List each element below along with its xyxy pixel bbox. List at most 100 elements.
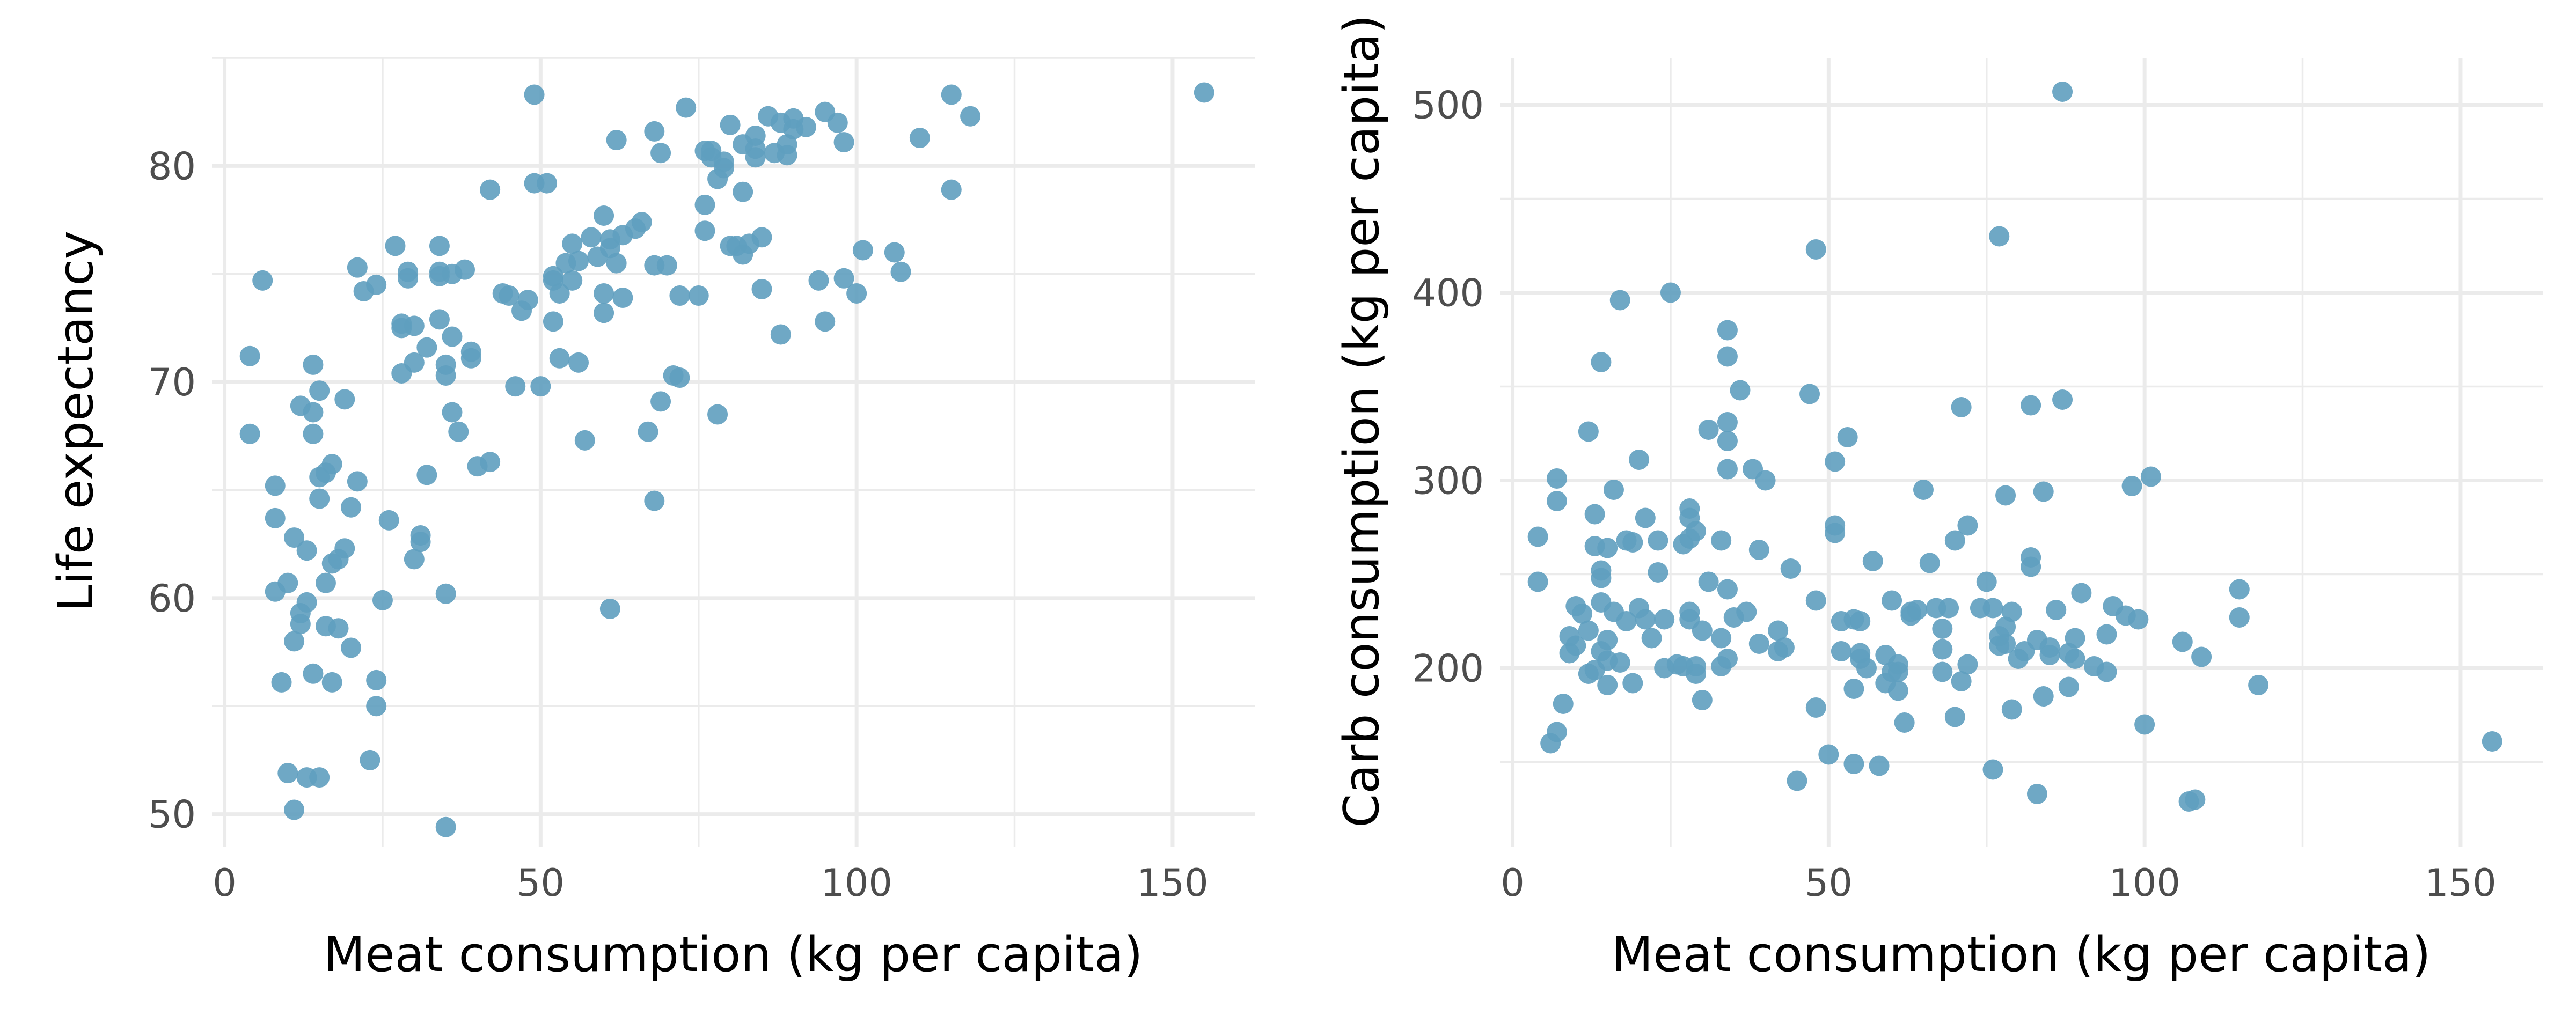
left-scatter-point [347,471,368,492]
left-scatter-panel: 0 50 100 150 50 60 70 80 Meat consumption (kg p… [48,57,1255,983]
left-scatter-point [303,663,324,684]
right-scatter-point [1736,601,1757,622]
right-scatter-point [1578,421,1599,442]
left-scatter-point [568,352,589,373]
right-scatter-point [2065,628,2085,649]
left-scatter-point [808,270,829,291]
left-x-axis-title: Meat consumption (kg per capita) [324,926,1143,983]
right-scatter-point [1629,450,1650,470]
left-scatter-point [644,490,665,511]
right-scatter-point [1591,352,1612,372]
right-points [1527,82,2502,812]
right-y-tick-label: 400 [1412,271,1484,315]
right-scatter-point [2248,675,2269,695]
left-scatter-point [265,475,286,496]
right-scatter-point [1887,654,1908,675]
left-scatter-point [694,194,715,215]
right-scatter-point [1635,609,1656,630]
right-scatter-point [1565,635,1586,656]
left-scatter-point [745,147,766,168]
left-scatter-point [239,345,260,366]
right-scatter-point [1856,658,1877,679]
right-scatter-point [1679,601,1700,622]
left-scatter-point [404,549,425,570]
left-y-tick-label: 60 [148,577,196,621]
left-scatter-point [252,270,273,291]
left-scatter-point [833,132,854,153]
right-scatter-point [1907,600,1928,620]
right-scatter-point [1944,530,1965,551]
right-scatter-point [2229,579,2250,600]
left-scatter-point [435,816,456,837]
left-scatter-point [631,212,652,233]
left-x-tick-label: 0 [213,861,237,905]
left-y-tick-label: 50 [148,793,196,837]
right-scatter-point [1591,568,1612,588]
right-scatter-point [1805,239,1826,260]
right-scatter-point [1951,397,1972,417]
right-x-tick-label: 0 [1501,861,1525,905]
left-scatter-point [347,257,368,278]
right-scatter-point [1825,451,1846,472]
right-scatter-point [1641,628,1662,649]
left-scatter-point [309,488,330,509]
right-scatter-point [2096,661,2117,682]
left-scatter-point [650,391,671,412]
right-scatter-point [1622,673,1643,694]
right-scatter-point [2021,395,2041,416]
left-scatter-point [581,227,602,248]
right-scatter-point [1648,530,1668,551]
left-scatter-point [543,266,564,286]
right-scatter-point [2046,600,2067,620]
right-scatter-point [2229,607,2250,628]
left-scatter-point [277,763,298,784]
left-scatter-point [751,227,772,248]
left-scatter-point [321,672,342,693]
right-scatter-point [1951,671,1972,691]
right-scatter-point [1882,590,1902,611]
right-scatter-point [1843,679,1864,699]
left-scatter-point [594,303,614,323]
left-scatter-point [303,354,324,375]
left-scatter-point [341,637,362,658]
left-scatter-point [398,268,419,289]
left-scatter-point [334,538,355,559]
right-scatter-point [1622,532,1643,553]
left-scatter-point [265,507,286,528]
right-scatter-point [1692,690,1713,710]
left-scatter-point [499,285,519,306]
right-scatter-point [1686,521,1707,541]
right-scatter-point [2052,389,2073,410]
left-scatter-point [366,274,387,295]
right-scatter-point [1616,611,1637,631]
left-scatter-point [833,268,854,289]
right-scatter-point [1805,697,1826,718]
left-scatter-point [303,402,324,423]
left-scatter-point [429,236,450,256]
left-scatter-point [594,205,614,226]
right-scatter-point [1894,712,1915,733]
right-scatter-point [1660,282,1681,303]
left-scatter-point [884,242,905,263]
right-scatter-point [1717,412,1738,432]
left-scatter-point [599,598,620,619]
left-scatter-point [568,251,589,271]
left-scatter-point [530,376,551,397]
left-scatter-point [480,452,501,473]
left-scatter-point [751,278,772,299]
right-y-tick-label: 300 [1412,459,1484,503]
left-scatter-point [366,696,387,717]
left-scatter-point [505,376,526,397]
right-scatter-point [1572,604,1593,624]
right-scatter-point [1609,652,1630,673]
left-grid [212,57,1255,847]
right-scatter-point [1698,571,1719,592]
left-scatter-point [815,311,836,332]
right-scatter-point [1748,540,1769,560]
left-scatter-point [720,114,741,135]
right-scatter-point [1584,504,1605,525]
left-scatter-point [707,404,728,425]
right-scatter-point [1862,551,1883,571]
right-scatter-point [1995,485,2016,506]
right-scatter-point [1989,226,2010,247]
